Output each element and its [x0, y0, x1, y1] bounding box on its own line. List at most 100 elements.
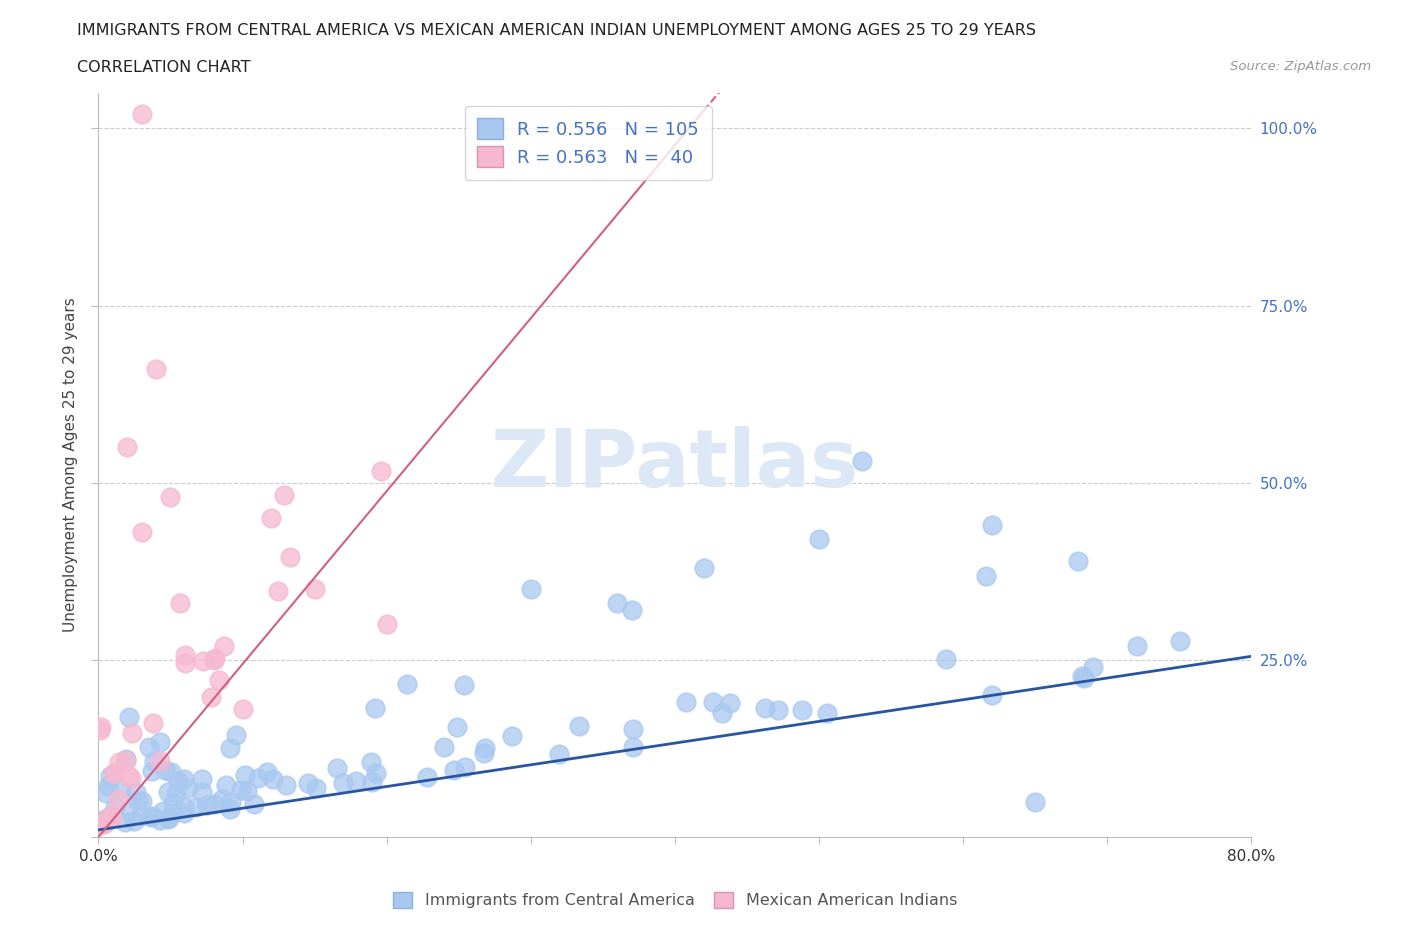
Point	[231, 702, 254, 717]
Point	[142, 753, 165, 768]
Point	[807, 532, 830, 547]
Point	[162, 795, 184, 810]
Point	[202, 653, 225, 668]
Point	[256, 764, 278, 779]
Point	[981, 688, 1004, 703]
Point	[702, 695, 724, 710]
Point	[89, 723, 111, 737]
Point	[156, 784, 179, 799]
Point	[520, 581, 543, 596]
Point	[332, 776, 354, 790]
Point	[1071, 669, 1094, 684]
Point	[93, 814, 115, 829]
Point	[472, 745, 495, 760]
Point	[815, 706, 838, 721]
Point	[935, 651, 957, 666]
Point	[131, 794, 153, 809]
Point	[139, 809, 162, 824]
Point	[208, 673, 231, 688]
Point	[115, 754, 138, 769]
Point	[118, 769, 141, 784]
Point	[98, 768, 121, 783]
Point	[364, 765, 387, 780]
Point	[153, 763, 176, 777]
Legend: Immigrants from Central America, Mexican American Indians: Immigrants from Central America, Mexican…	[387, 885, 963, 914]
Point	[262, 772, 284, 787]
Point	[87, 814, 110, 829]
Point	[260, 511, 283, 525]
Point	[229, 782, 252, 797]
Text: Source: ZipAtlas.com: Source: ZipAtlas.com	[1230, 60, 1371, 73]
Point	[103, 766, 125, 781]
Point	[193, 654, 215, 669]
Point	[212, 638, 235, 653]
Point	[167, 774, 190, 789]
Point	[375, 617, 398, 631]
Point	[548, 747, 571, 762]
Point	[621, 722, 644, 737]
Point	[218, 801, 240, 816]
Point	[790, 703, 813, 718]
Point	[443, 763, 465, 777]
Point	[1024, 794, 1046, 809]
Point	[145, 362, 167, 377]
Point	[219, 795, 242, 810]
Point	[89, 817, 111, 831]
Point	[620, 603, 643, 618]
Point	[235, 783, 257, 798]
Point	[453, 677, 475, 692]
Point	[149, 735, 172, 750]
Point	[129, 809, 152, 824]
Point	[117, 710, 139, 724]
Point	[218, 740, 240, 755]
Point	[114, 815, 136, 830]
Point	[433, 740, 456, 755]
Point	[204, 796, 226, 811]
Point	[195, 798, 218, 813]
Point	[173, 771, 195, 786]
Point	[395, 676, 418, 691]
Point	[200, 690, 222, 705]
Point	[621, 739, 644, 754]
Point	[278, 550, 301, 565]
Text: CORRELATION CHART: CORRELATION CHART	[77, 60, 250, 75]
Point	[121, 726, 143, 741]
Point	[766, 702, 789, 717]
Point	[96, 811, 118, 826]
Point	[215, 777, 238, 792]
Point	[96, 815, 118, 830]
Point	[325, 760, 347, 775]
Text: IMMIGRANTS FROM CENTRAL AMERICA VS MEXICAN AMERICAN INDIAN UNEMPLOYMENT AMONG AG: IMMIGRANTS FROM CENTRAL AMERICA VS MEXIC…	[77, 23, 1036, 38]
Point	[97, 778, 120, 793]
Point	[233, 767, 256, 782]
Point	[711, 705, 734, 720]
Point	[211, 791, 233, 806]
Point	[981, 518, 1004, 533]
Point	[90, 720, 112, 735]
Point	[138, 739, 160, 754]
Point	[141, 809, 163, 824]
Point	[100, 808, 122, 823]
Point	[1067, 553, 1090, 568]
Point	[110, 781, 132, 796]
Point	[191, 771, 214, 786]
Point	[93, 812, 115, 827]
Point	[157, 811, 180, 826]
Point	[191, 785, 214, 800]
Point	[103, 765, 125, 780]
Point	[1073, 671, 1095, 685]
Point	[124, 785, 146, 800]
Point	[156, 812, 179, 827]
Point	[1081, 660, 1104, 675]
Point	[149, 753, 172, 768]
Point	[416, 769, 439, 784]
Point	[754, 700, 776, 715]
Point	[117, 440, 139, 455]
Point	[101, 811, 124, 826]
Point	[297, 776, 319, 790]
Point	[176, 780, 198, 795]
Point	[370, 464, 392, 479]
Point	[606, 596, 628, 611]
Point	[247, 770, 270, 785]
Point	[675, 695, 697, 710]
